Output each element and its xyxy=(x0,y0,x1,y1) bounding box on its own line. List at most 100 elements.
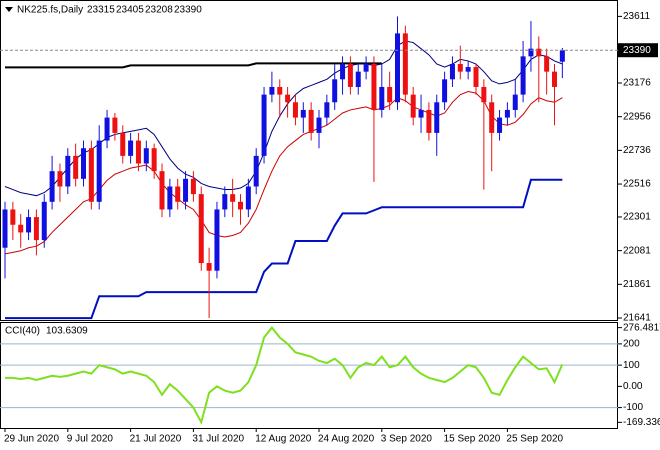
candle-body xyxy=(371,64,377,110)
y-tick-label: 21861 xyxy=(623,279,651,290)
y-tick-label: 200 xyxy=(623,339,640,350)
candle-body xyxy=(395,33,400,103)
candle-body xyxy=(2,209,8,248)
candle-body xyxy=(198,194,204,264)
high-value: 23405 xyxy=(116,5,144,16)
candle-body xyxy=(33,217,39,241)
candle-body xyxy=(528,48,534,57)
candle-body xyxy=(253,155,259,187)
candle-body xyxy=(426,109,432,133)
candle-body xyxy=(57,171,63,187)
candle-body xyxy=(10,209,16,225)
candle-body xyxy=(26,217,32,233)
candle-body xyxy=(151,148,157,172)
candle-body xyxy=(363,64,369,72)
x-tick-label: 25 Sep 2020 xyxy=(506,434,563,445)
indicator-line xyxy=(5,62,382,69)
y-tick-label: 21641 xyxy=(623,313,651,324)
indicator-line xyxy=(5,178,563,320)
candle-body xyxy=(544,56,550,72)
candle-body xyxy=(159,171,165,210)
candle-body xyxy=(300,109,306,118)
candle-body xyxy=(292,102,298,118)
y-tick-label: 22516 xyxy=(623,179,651,190)
candle-body xyxy=(552,71,557,87)
y-tick-label: 22956 xyxy=(623,111,651,122)
y-tick-label: 22081 xyxy=(623,245,651,256)
candle-body xyxy=(81,148,86,179)
candle-body xyxy=(261,94,267,156)
x-tick-label: 15 Sep 2020 xyxy=(444,434,501,445)
candle-body xyxy=(206,263,212,271)
candle-body xyxy=(135,140,141,164)
candle-body xyxy=(308,109,314,133)
candle-body xyxy=(457,64,463,72)
candle-body xyxy=(238,201,243,210)
close-value: 23390 xyxy=(174,5,202,16)
low-value: 23208 xyxy=(145,5,173,16)
x-tick-label: 24 Aug 2020 xyxy=(318,434,375,445)
indicator-line xyxy=(4,91,563,255)
candle-body xyxy=(269,86,275,95)
menu-arrow xyxy=(5,7,13,12)
candle-body xyxy=(512,94,518,110)
candle-body xyxy=(410,94,416,118)
x-tick-label: 29 Jun 2020 xyxy=(4,434,59,445)
cci-frame xyxy=(0,322,618,429)
y-tick-label: 0.00 xyxy=(623,381,643,392)
candle-body xyxy=(504,109,510,118)
candle-body xyxy=(387,86,393,103)
symbol-title: NK225.fs,Daily xyxy=(17,5,83,16)
candle-body xyxy=(120,132,126,156)
candle-body xyxy=(449,64,455,80)
y-tick-label: 23611 xyxy=(623,11,651,22)
candle-body xyxy=(230,194,236,202)
y-tick-label: -169.336 xyxy=(623,417,660,428)
candle-body xyxy=(112,117,118,133)
cci-value: 103.6309 xyxy=(46,326,88,337)
candle-body xyxy=(73,155,79,179)
candle-body xyxy=(49,171,55,202)
y-tick-label: 22736 xyxy=(623,145,651,156)
candle-body xyxy=(332,79,338,103)
candle-body xyxy=(41,201,47,241)
y-tick-label: -100 xyxy=(623,402,643,413)
candle-body xyxy=(18,224,24,233)
main-frame xyxy=(0,0,618,321)
candle-body xyxy=(65,155,71,187)
price-box xyxy=(618,43,658,58)
candle-body xyxy=(489,102,495,133)
candle-body xyxy=(88,148,94,202)
candle-body xyxy=(96,140,102,202)
y-tick-label: 100 xyxy=(623,360,640,371)
open-value: 23315 xyxy=(87,5,115,16)
candle-body xyxy=(183,178,189,202)
candle-body xyxy=(536,48,542,57)
x-tick-label: 3 Sep 2020 xyxy=(381,434,433,445)
x-tick-label: 12 Aug 2020 xyxy=(255,434,312,445)
x-tick-label: 21 Jul 2020 xyxy=(130,434,182,445)
candle-body xyxy=(434,102,440,133)
cci-line xyxy=(5,326,564,426)
candle-body xyxy=(379,86,385,110)
candle-body xyxy=(277,86,283,95)
cci-title: CCI(40) xyxy=(5,326,40,337)
candle-body xyxy=(481,86,487,103)
candle-body xyxy=(465,67,471,72)
candle-body xyxy=(347,64,353,87)
candle-body xyxy=(559,50,565,62)
y-tick-label: 23176 xyxy=(623,78,651,89)
candle-body xyxy=(128,140,134,156)
price-label: 23390 xyxy=(623,45,651,56)
candle-body xyxy=(520,56,526,95)
y-tick-label: 22301 xyxy=(623,212,651,223)
candle-body xyxy=(473,67,479,87)
candle-body xyxy=(214,209,220,271)
candle-body xyxy=(442,79,448,103)
candle-body xyxy=(402,33,408,95)
candle-body xyxy=(143,148,149,164)
candle-body xyxy=(316,117,322,133)
candle-body xyxy=(418,109,424,118)
candle-body xyxy=(285,94,291,103)
